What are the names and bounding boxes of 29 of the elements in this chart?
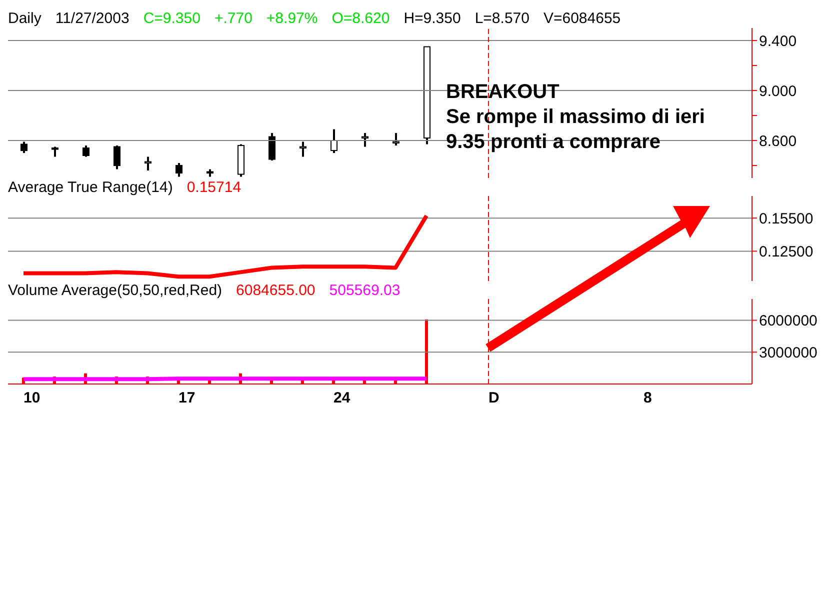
- chart-title: Volume Average(50,50,red,Red): [8, 282, 222, 298]
- text: L=8.570: [474, 10, 530, 26]
- x-tick-label: 8: [644, 390, 652, 407]
- y-tick-label: 3000000: [759, 344, 818, 362]
- text: +8.97%: [266, 10, 318, 26]
- text: +.770: [214, 10, 252, 26]
- x-tick-label: 17: [178, 390, 196, 407]
- x-tick-label: 10: [24, 390, 40, 407]
- y-tick-label: 6000000: [759, 312, 818, 330]
- annotation: 9.35 pronti a comprare: [446, 130, 662, 155]
- annotation: BREAKOUT: [446, 80, 560, 105]
- chart-title: Average True Range(14): [8, 178, 173, 196]
- x-tick-label: 24: [334, 390, 351, 407]
- x-tick-label: D: [488, 390, 500, 407]
- text: H=9.350: [404, 10, 461, 26]
- text: 6084655.00: [236, 282, 316, 298]
- text: O=8.620: [332, 10, 390, 26]
- chart-title: Daily: [8, 10, 42, 26]
- y-tick-label: 0.15500: [759, 210, 814, 228]
- text: V=6084655: [543, 10, 621, 26]
- y-tick-label: 0.12500: [759, 244, 814, 261]
- annotation: Se rompe il massimo di ieri: [446, 105, 705, 130]
- text: 0.15714: [186, 178, 242, 196]
- chart-subtitle: 11/27/2003: [55, 10, 130, 26]
- y-tick-label: 9.000: [759, 82, 797, 100]
- text: C=9.350: [143, 10, 200, 26]
- y-tick-label: 8.600: [759, 132, 797, 150]
- text: 505569.03: [329, 282, 400, 298]
- y-tick-label: 9.400: [759, 32, 797, 50]
